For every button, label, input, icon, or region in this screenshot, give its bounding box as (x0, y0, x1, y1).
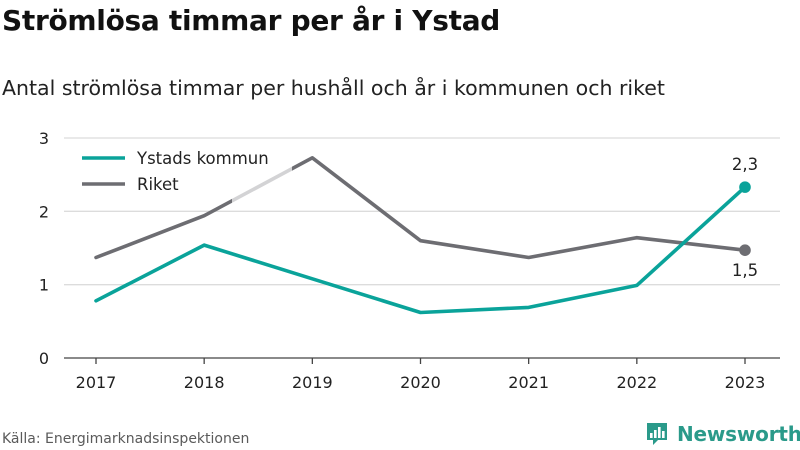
x-tick-label-2019: 2019 (292, 373, 333, 392)
source-note: Källa: Energimarknadsinspektionen (2, 431, 250, 447)
legend-label-riket: Riket (137, 175, 179, 194)
chart-subtitle: Antal strömlösa timmar per hushåll och å… (2, 76, 665, 100)
end-point-ystads-kommun (739, 181, 751, 193)
x-tick-label-2017: 2017 (76, 373, 117, 392)
legend-backdrop-riket (130, 172, 190, 196)
y-tick-label-0: 0 (39, 349, 49, 368)
x-tick-label-2022: 2022 (616, 373, 657, 392)
data-label-riket: 1,5 (732, 261, 758, 280)
x-tick-label-2020: 2020 (400, 373, 441, 392)
newsworthy-chart-icon (647, 423, 667, 445)
series-line-riket (94, 156, 747, 260)
data-label-ystads-kommun: 2,3 (732, 155, 758, 174)
end-point-riket (739, 244, 751, 256)
newsworthy-logo: Newsworthy (645, 420, 800, 448)
x-tick-label-2021: 2021 (508, 373, 549, 392)
y-tick-label-3: 3 (39, 129, 49, 148)
series-line-ystads-kommun (94, 185, 747, 315)
chart-title: Strömlösa timmar per år i Ystad (2, 4, 501, 37)
legend-label-ystads-kommun: Ystads kommun (136, 149, 269, 168)
y-tick-label-2: 2 (39, 202, 49, 221)
y-tick-label-1: 1 (39, 276, 49, 295)
brand-name: Newsworthy (677, 422, 800, 446)
x-tick-label-2023: 2023 (725, 373, 766, 392)
x-tick-label-2018: 2018 (184, 373, 225, 392)
legend-fade (232, 164, 292, 210)
